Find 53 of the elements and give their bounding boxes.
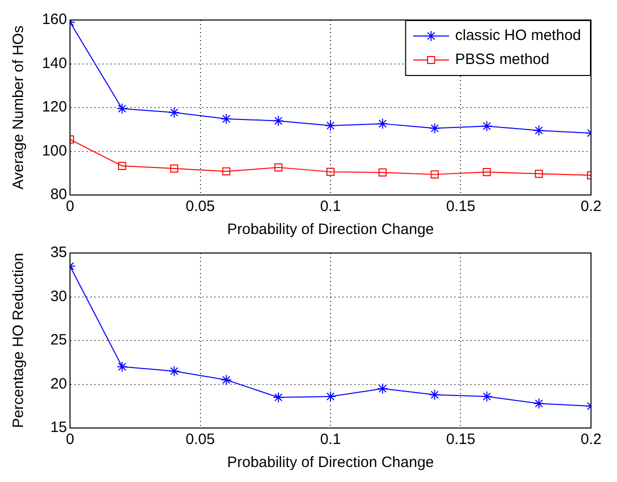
point <box>429 122 440 134</box>
point <box>533 124 544 136</box>
y-tick-label: 15 <box>50 419 67 436</box>
point <box>377 118 388 130</box>
x-tick-label: 0.05 <box>186 198 215 216</box>
point <box>272 392 284 403</box>
point <box>116 361 128 372</box>
x-tick-label: 0.2 <box>580 431 602 448</box>
x-tick-label: 0.15 <box>446 431 476 448</box>
x-axis-title: Probability of Direction Change <box>227 221 434 238</box>
point <box>274 163 282 172</box>
x-tick-label: 0 <box>66 198 74 216</box>
y-axis-title: Percentage HO Reduction <box>10 252 28 428</box>
point <box>430 170 439 178</box>
point <box>326 168 335 176</box>
point <box>118 162 126 170</box>
point <box>222 167 230 176</box>
point <box>220 113 232 124</box>
y-tick-label: 120 <box>42 98 67 116</box>
point <box>429 389 440 400</box>
point <box>116 103 128 114</box>
point <box>378 168 387 177</box>
point <box>220 374 232 386</box>
point <box>534 170 543 178</box>
point <box>325 391 336 402</box>
point <box>168 107 180 118</box>
x-tick-label: 0.1 <box>320 431 341 448</box>
point <box>481 120 492 132</box>
point <box>377 383 388 394</box>
x-tick-label: 0.15 <box>446 198 476 216</box>
point <box>482 168 491 176</box>
x-tick-label: 0.1 <box>320 198 341 216</box>
y-tick-label: 140 <box>42 54 67 72</box>
y-tick-label: 35 <box>50 244 67 262</box>
point <box>170 164 178 173</box>
x-tick-label: 0 <box>66 431 74 448</box>
y-tick-label: 25 <box>50 332 67 349</box>
point <box>533 398 544 409</box>
x-axis-title: Probability of Direction Change <box>227 454 434 472</box>
point <box>168 366 180 377</box>
legend-label: PBSS method <box>455 51 550 68</box>
point <box>325 120 336 132</box>
y-axis-title: Average Number of HOs <box>10 26 28 190</box>
legend-label: classic HO method <box>455 27 581 44</box>
y-tick-label: 100 <box>42 142 67 160</box>
y-tick-label: 80 <box>50 186 67 204</box>
y-tick-label: 160 <box>42 11 67 28</box>
x-tick-label: 0.2 <box>580 198 602 216</box>
point <box>272 115 284 126</box>
x-tick-label: 0.05 <box>186 431 215 448</box>
point <box>481 391 492 402</box>
y-tick-label: 20 <box>50 375 67 392</box>
y-tick-label: 30 <box>50 288 67 305</box>
